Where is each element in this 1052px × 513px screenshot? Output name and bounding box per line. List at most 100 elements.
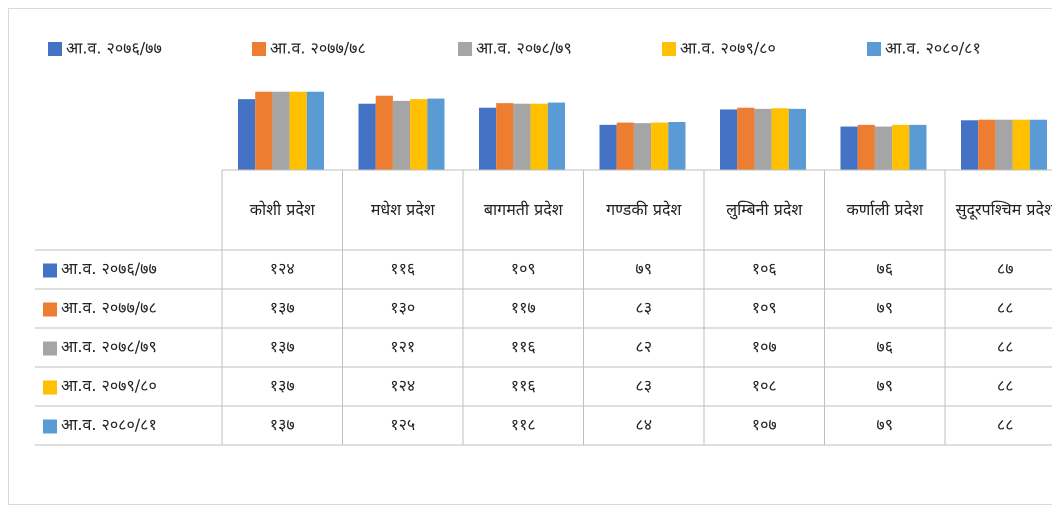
legend-swatch xyxy=(867,42,881,56)
row-label: आ.व. २०७७/७८ xyxy=(61,298,157,317)
table-value: १०९ xyxy=(752,298,777,317)
bar xyxy=(392,100,411,170)
bar xyxy=(547,102,565,170)
table-value: ७९ xyxy=(876,298,893,317)
table-value: १०७ xyxy=(752,415,777,434)
table-value: १०६ xyxy=(752,259,777,278)
table-value: ११७ xyxy=(511,298,536,317)
table-value: ८७ xyxy=(997,259,1014,278)
table-value: १३७ xyxy=(270,376,295,395)
table-value: ८८ xyxy=(997,415,1014,434)
bar xyxy=(668,122,686,170)
table-value: ८८ xyxy=(997,298,1014,317)
table-value: ११८ xyxy=(511,415,536,434)
table-value: ११६ xyxy=(390,259,415,278)
row-label: आ.व. २०७६/७७ xyxy=(61,259,157,278)
table-value: १३७ xyxy=(270,415,295,434)
bar xyxy=(306,91,324,170)
bar xyxy=(754,108,772,170)
table-value: ८८ xyxy=(997,376,1014,395)
row-legend-swatch xyxy=(43,263,57,278)
x-tick-label: गण्डकी प्रदेश xyxy=(606,200,682,219)
x-tick-label: सुदूरपश्चिम प्रदेश xyxy=(955,200,1052,219)
table-value: ८४ xyxy=(635,415,652,434)
legend-swatch xyxy=(458,42,472,56)
table-value: १०९ xyxy=(511,259,536,278)
category-cell: सुदूरपश्चिम प्रदेश xyxy=(955,200,1052,219)
bar xyxy=(1029,119,1047,170)
legend-swatch xyxy=(662,42,676,56)
bar xyxy=(995,119,1013,170)
bar xyxy=(978,119,996,170)
category-cell: कोशी प्रदेश xyxy=(250,200,315,219)
bar xyxy=(737,107,755,170)
row-label: आ.व. २०८०/८१ xyxy=(61,415,157,434)
bar xyxy=(599,124,617,170)
table-value: ८८ xyxy=(997,337,1014,356)
row-legend-swatch xyxy=(43,341,57,356)
bar xyxy=(513,103,531,170)
row-legend-swatch xyxy=(43,419,57,434)
bar xyxy=(238,99,256,170)
category-cell: गण्डकी प्रदेश xyxy=(606,200,682,219)
bar xyxy=(410,99,428,170)
legend-swatch xyxy=(48,42,62,56)
bar xyxy=(633,123,652,170)
legend-label: आ.व. २०७८/७९ xyxy=(476,39,572,58)
bar xyxy=(651,122,669,170)
bar xyxy=(479,107,497,170)
bar xyxy=(961,120,979,170)
legend-label: आ.व. २०७६/७७ xyxy=(66,39,162,58)
row-label: आ.व. २०७९/८० xyxy=(61,376,157,395)
bar xyxy=(840,126,858,170)
table-value: १२४ xyxy=(390,376,415,395)
table-value: १२५ xyxy=(390,415,415,434)
table-value: ११६ xyxy=(511,376,536,395)
bar xyxy=(720,109,738,170)
x-tick-label: लुम्बिनी प्रदेश xyxy=(726,200,803,219)
table-value: ७६ xyxy=(876,337,893,356)
table-value: १२१ xyxy=(390,337,415,356)
table-value: ७६ xyxy=(876,259,893,278)
bar xyxy=(358,103,376,170)
table-value: १२४ xyxy=(270,259,295,278)
bar xyxy=(857,124,875,170)
bar xyxy=(375,95,393,170)
table-value: १०७ xyxy=(752,337,777,356)
bar xyxy=(788,108,806,170)
bar xyxy=(255,91,273,170)
chart-frame xyxy=(8,8,1052,505)
table-value: १३७ xyxy=(270,337,295,356)
bar xyxy=(289,91,307,170)
table-value: १३७ xyxy=(270,298,295,317)
category-cell: मधेश प्रदेश xyxy=(370,200,435,219)
bar xyxy=(616,122,634,170)
table-value: ७९ xyxy=(876,376,893,395)
bar xyxy=(892,124,910,170)
bar xyxy=(1012,119,1030,170)
legend-label: आ.व. २०८०/८१ xyxy=(885,39,981,58)
table-value: ८३ xyxy=(635,298,652,317)
table-value: १३० xyxy=(390,298,415,317)
table-value: ८३ xyxy=(635,376,652,395)
legend-label: आ.व. २०७९/८० xyxy=(680,39,776,58)
bar xyxy=(530,103,548,170)
x-tick-label: बागमती प्रदेश xyxy=(483,200,563,219)
row-legend-swatch xyxy=(43,380,57,395)
bar xyxy=(272,91,290,170)
table-value: ११६ xyxy=(511,337,536,356)
category-cell: कर्णाली प्रदेश xyxy=(846,200,924,219)
x-tick-label: कर्णाली प्रदेश xyxy=(846,200,924,219)
row-label: आ.व. २०७८/७९ xyxy=(61,337,157,356)
bar xyxy=(909,124,927,170)
bar xyxy=(427,98,445,170)
bar xyxy=(496,103,514,170)
legend-swatch xyxy=(252,42,266,56)
legend-label: आ.व. २०७७/७८ xyxy=(270,39,366,58)
category-cell: लुम्बिनी प्रदेश xyxy=(726,200,803,219)
bar xyxy=(771,108,789,170)
table-value: ७९ xyxy=(876,415,893,434)
category-cell: बागमती प्रदेश xyxy=(483,200,563,219)
x-tick-label: मधेश प्रदेश xyxy=(370,200,435,219)
